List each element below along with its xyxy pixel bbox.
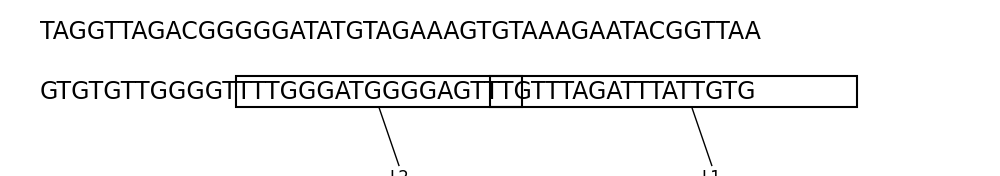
Text: TAGGTTAGACGGGGGATATGTAGAAAGTGTAAAGAATACGGTTAA: TAGGTTAGACGGGGGATATGTAGAAAGTGTAAAGAATACG…: [40, 20, 761, 44]
Text: L2: L2: [389, 169, 409, 176]
Text: GTGTGTTGGGGTTTTGGGATGGGGAGTTTGTTTAGATTTATTGTG: GTGTGTTGGGGTTTTGGGATGGGGAGTTTGTTTAGATTTA…: [40, 80, 757, 103]
Bar: [490, 76, 857, 107]
Text: L1: L1: [702, 169, 722, 176]
Bar: [236, 76, 522, 107]
